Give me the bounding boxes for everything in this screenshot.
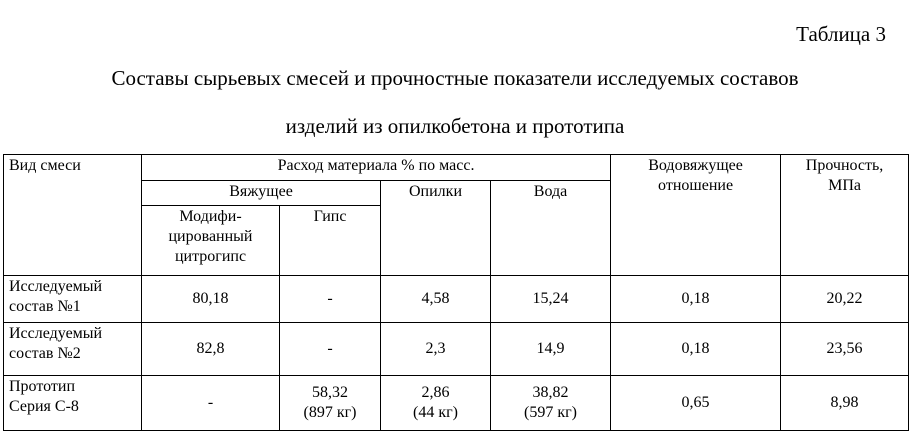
header-modified-citrogypsum: Модифи-цированный цитрогипс <box>141 205 280 276</box>
cell-gypsum: - <box>279 275 381 323</box>
cell-strength: 8,98 <box>780 375 910 431</box>
row-name: Исследуемый состав №1 <box>3 275 142 323</box>
cell-strength: 20,22 <box>780 275 910 323</box>
header-strength: Прочность, МПа <box>780 154 910 276</box>
cell-sawdust: 2,3 <box>380 322 491 376</box>
header-mix-type: Вид смеси <box>3 154 142 276</box>
table-row: Исследуемый состав №1 80,18 - 4,58 15,24 … <box>3 275 910 323</box>
row-name: Прототип Серия С-8 <box>3 375 142 431</box>
cell-citrogypsum: 82,8 <box>141 322 280 376</box>
cell-water: 15,24 <box>489 275 612 323</box>
header-gypsum: Гипс <box>279 205 381 276</box>
table-title-line1: Составы сырьевых смесей и прочностные по… <box>111 66 799 90</box>
cell-sawdust: 4,58 <box>380 275 491 323</box>
cell-wb-ratio: 0,18 <box>610 322 782 376</box>
table-title-line2: изделий из опилкобетона и прототипа <box>285 114 625 138</box>
header-binder: Вяжущее <box>141 180 381 206</box>
table-row: Прототип Серия С-8 - 58,32 (897 кг) 2,86 (4… <box>3 375 910 431</box>
row-name: Исследуемый состав №2 <box>3 322 142 376</box>
cell-gypsum: 58,32 (897 кг) <box>279 375 381 431</box>
header-sawdust: Опилки <box>380 180 491 276</box>
header-consumption: Расход материала % по масс. <box>140 154 612 181</box>
cell-wb-ratio: 0,18 <box>610 275 782 323</box>
cell-water: 38,82 (597 кг) <box>489 375 612 431</box>
cell-sawdust: 2,86 (44 кг) <box>380 375 491 431</box>
cell-wb-ratio: 0,65 <box>610 375 782 431</box>
cell-citrogypsum: - <box>141 375 280 431</box>
cell-strength: 23,56 <box>780 322 910 376</box>
cell-gypsum: - <box>279 322 381 376</box>
cell-citrogypsum: 80,18 <box>141 275 280 323</box>
cell-water: 14,9 <box>489 322 612 376</box>
header-wb-ratio: Водовяжущее отношение <box>610 154 782 276</box>
table-caption: Таблица 3 <box>796 22 886 46</box>
table-row: Исследуемый состав №2 82,8 - 2,3 14,9 0,1… <box>3 322 910 376</box>
header-water: Вода <box>489 180 612 276</box>
composition-table: Вид смеси Расход материала % по масс. Во… <box>3 154 910 431</box>
